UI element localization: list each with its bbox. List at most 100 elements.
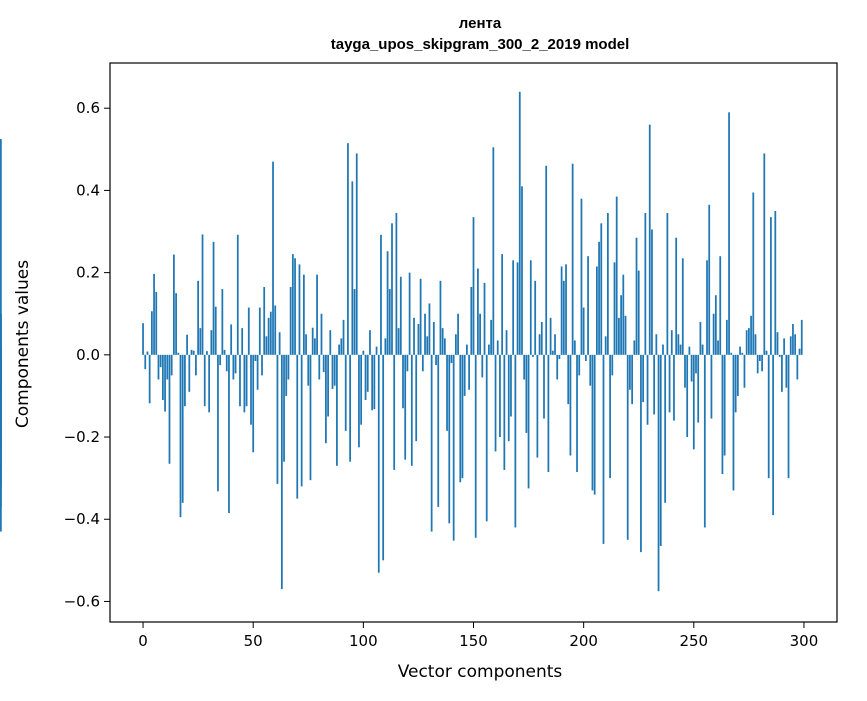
bar-185 <box>549 317 552 355</box>
bar-283 <box>765 350 768 355</box>
bar-169 <box>514 354 517 528</box>
bar-21 <box>188 354 191 392</box>
x-tick-label: 250 <box>679 632 708 650</box>
bar-180 <box>538 334 541 355</box>
bar-121 <box>408 272 411 355</box>
bar-undefined <box>0 139 2 355</box>
x-tick-label: 50 <box>244 632 263 650</box>
bar-61 <box>276 354 279 484</box>
bar-193 <box>567 354 570 405</box>
bar-172 <box>521 186 523 355</box>
bar-249 <box>690 354 693 382</box>
bar-241 <box>673 354 675 421</box>
bar-85 <box>329 330 332 355</box>
bar-138 <box>446 354 448 431</box>
bar-71 <box>298 264 301 355</box>
bar-26 <box>199 328 202 355</box>
bar-86 <box>331 354 334 389</box>
bar-263 <box>721 354 724 475</box>
bar-5 <box>153 273 155 355</box>
bar-232 <box>653 354 656 415</box>
bar-135 <box>439 280 442 355</box>
bar-39 <box>228 354 230 514</box>
bar-undefined <box>0 354 2 532</box>
bar-13 <box>170 354 173 376</box>
bar-109 <box>382 354 385 561</box>
bar-298 <box>798 348 801 355</box>
bar-14 <box>173 254 175 355</box>
bar-178 <box>534 280 537 355</box>
bar-90 <box>340 338 343 355</box>
bar-194 <box>569 354 572 456</box>
bar-258 <box>710 354 713 419</box>
bar-134 <box>437 354 440 507</box>
bar-37 <box>223 349 226 355</box>
bar-158 <box>490 319 492 355</box>
bar-48 <box>247 307 250 355</box>
bar-265 <box>725 319 728 355</box>
bar-117 <box>399 276 402 355</box>
y-tick-label: −0.4 <box>64 510 100 528</box>
bar-270 <box>736 354 739 396</box>
bar-223 <box>633 340 636 355</box>
bar-225 <box>637 270 640 355</box>
bar-243 <box>677 334 680 355</box>
bar-128 <box>424 313 426 355</box>
bar-137 <box>443 338 446 355</box>
bar-152 <box>477 268 479 355</box>
x-tick-label: 300 <box>790 632 819 650</box>
bar-3 <box>148 354 151 404</box>
bar-120 <box>406 354 409 372</box>
bar-208 <box>600 223 603 355</box>
bar-224 <box>635 237 638 355</box>
bar-156 <box>485 354 488 522</box>
bar-101 <box>364 354 367 401</box>
bar-268 <box>732 354 735 491</box>
bar-16 <box>177 352 180 355</box>
bar-244 <box>679 344 682 355</box>
bar-165 <box>505 330 508 355</box>
bar-176 <box>529 260 532 355</box>
bar-82 <box>322 354 325 373</box>
bar-248 <box>688 346 691 355</box>
bar-55 <box>263 287 266 355</box>
bar-4 <box>150 311 153 355</box>
bar-87 <box>333 354 336 386</box>
bars-group <box>0 91 803 592</box>
bar-210 <box>604 336 607 355</box>
bar-214 <box>613 262 616 355</box>
bar-257 <box>708 204 711 355</box>
bar-11 <box>166 354 169 380</box>
bar-38 <box>225 354 228 372</box>
bar-49 <box>250 354 252 425</box>
bar-288 <box>776 332 779 355</box>
bar-45 <box>241 328 244 355</box>
bar-167 <box>510 354 512 417</box>
bar-89 <box>338 344 340 355</box>
bar-40 <box>230 324 233 355</box>
bar-29 <box>206 351 208 355</box>
bar-84 <box>327 354 329 417</box>
bar-151 <box>474 354 477 538</box>
bar-59 <box>272 161 274 355</box>
bar-31 <box>210 330 213 355</box>
bar-69 <box>294 258 296 355</box>
bar-190 <box>560 266 563 355</box>
bar-8 <box>159 354 162 368</box>
bar-253 <box>699 321 702 355</box>
bar-65 <box>285 354 288 396</box>
bar-140 <box>450 354 453 364</box>
bar-15 <box>175 293 177 355</box>
bar-108 <box>380 234 382 355</box>
bar-161 <box>496 340 499 355</box>
bar-262 <box>719 256 722 355</box>
bar-103 <box>369 330 371 355</box>
bar-229 <box>646 354 649 425</box>
bar-53 <box>258 307 261 355</box>
bar-93 <box>347 143 349 355</box>
bar-220 <box>626 354 629 540</box>
bar-174 <box>525 354 528 433</box>
bar-97 <box>355 153 358 355</box>
bar-170 <box>516 262 519 355</box>
bar-204 <box>591 354 594 491</box>
